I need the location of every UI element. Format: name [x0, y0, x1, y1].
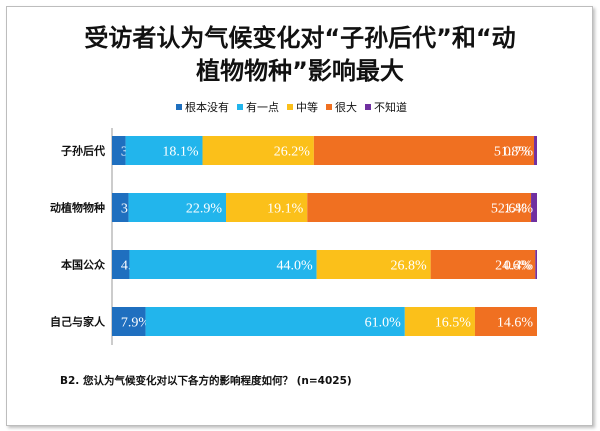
data-label: 1.4%: [504, 202, 534, 217]
bar-segment: [226, 193, 308, 222]
bar-segment: [125, 136, 203, 165]
legend-item: 根本没有: [176, 99, 229, 115]
bar-segment: [474, 307, 537, 336]
data-label: 24.6%: [495, 259, 532, 274]
legend-item: 中等: [287, 99, 318, 115]
bar-segment: [534, 136, 537, 165]
bar-segment: [112, 193, 129, 222]
data-label: 0.7%: [504, 145, 534, 160]
legend-swatch: [237, 104, 243, 110]
bar-segment: [316, 250, 431, 279]
category-label: 子孙后代: [61, 144, 105, 158]
legend-item: 很大: [326, 99, 357, 115]
data-label: 18.1%: [162, 145, 199, 160]
bar-segment: [112, 307, 146, 336]
data-label: 44.0%: [276, 259, 313, 274]
bar-segment: [202, 136, 314, 165]
legend-label: 根本没有: [185, 101, 229, 114]
data-label: 7.9%: [121, 316, 151, 331]
legend-item: 不知道: [365, 99, 407, 115]
legend-label: 很大: [335, 101, 357, 114]
chart-title: 受访者认为气候变化对“子孙后代”和“动 植物物种”影响最大: [0, 22, 600, 88]
legend-label: 不知道: [374, 101, 407, 114]
data-label: 26.8%: [390, 259, 427, 274]
legend-swatch: [287, 104, 293, 110]
title-line-1: 受访者认为气候变化对“子孙后代”和“动: [84, 24, 516, 52]
bar-segment: [307, 193, 532, 222]
legend-swatch: [365, 104, 371, 110]
legend-swatch: [176, 104, 182, 110]
legend: 根本没有 有一点 中等 很大 不知道: [176, 99, 415, 115]
bar-segment: [145, 307, 405, 336]
bar-segment: [112, 250, 130, 279]
bar-segment: [313, 136, 535, 165]
title-line-2: 植物物种”影响最大: [196, 57, 404, 85]
bar-segment: [129, 250, 317, 279]
legend-label: 有一点: [246, 101, 279, 114]
data-label: 26.2%: [274, 145, 311, 160]
legend-label: 中等: [296, 101, 318, 114]
bar-segment: [128, 193, 227, 222]
bar-segment: [531, 193, 537, 222]
category-label: 自己与家人: [50, 315, 106, 329]
legend-swatch: [326, 104, 332, 110]
bar-segment: [404, 307, 475, 336]
data-label: 52.6%: [491, 202, 528, 217]
data-label: 16.5%: [435, 316, 472, 331]
category-label: 本国公众: [61, 258, 106, 272]
data-label: 14.6%: [497, 316, 534, 331]
data-label: 22.9%: [186, 202, 223, 217]
legend-item: 有一点: [237, 99, 279, 115]
footnote: B2. 您认为气候变化对以下各方的影响程度如何？ (n=4025): [60, 375, 352, 387]
bar-segment: [430, 250, 536, 279]
bar-segment: [535, 250, 537, 279]
data-label: 61.0%: [365, 316, 402, 331]
data-label: 19.1%: [267, 202, 304, 217]
category-label: 动植物物种: [50, 201, 105, 215]
data-label: 0.4%: [504, 259, 534, 274]
bar-segment: [112, 136, 126, 165]
data-label: 51.8%: [494, 145, 531, 160]
